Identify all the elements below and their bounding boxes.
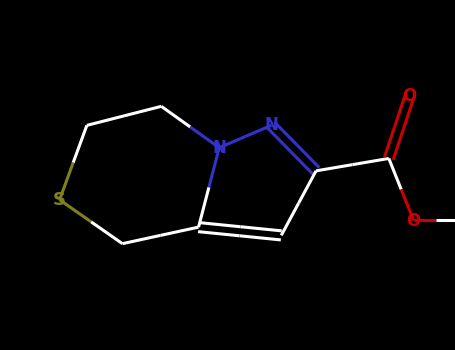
Text: O: O: [406, 211, 421, 230]
Text: N: N: [212, 139, 226, 157]
Text: N: N: [264, 116, 278, 134]
Text: O: O: [402, 88, 417, 105]
Text: S: S: [53, 191, 66, 209]
